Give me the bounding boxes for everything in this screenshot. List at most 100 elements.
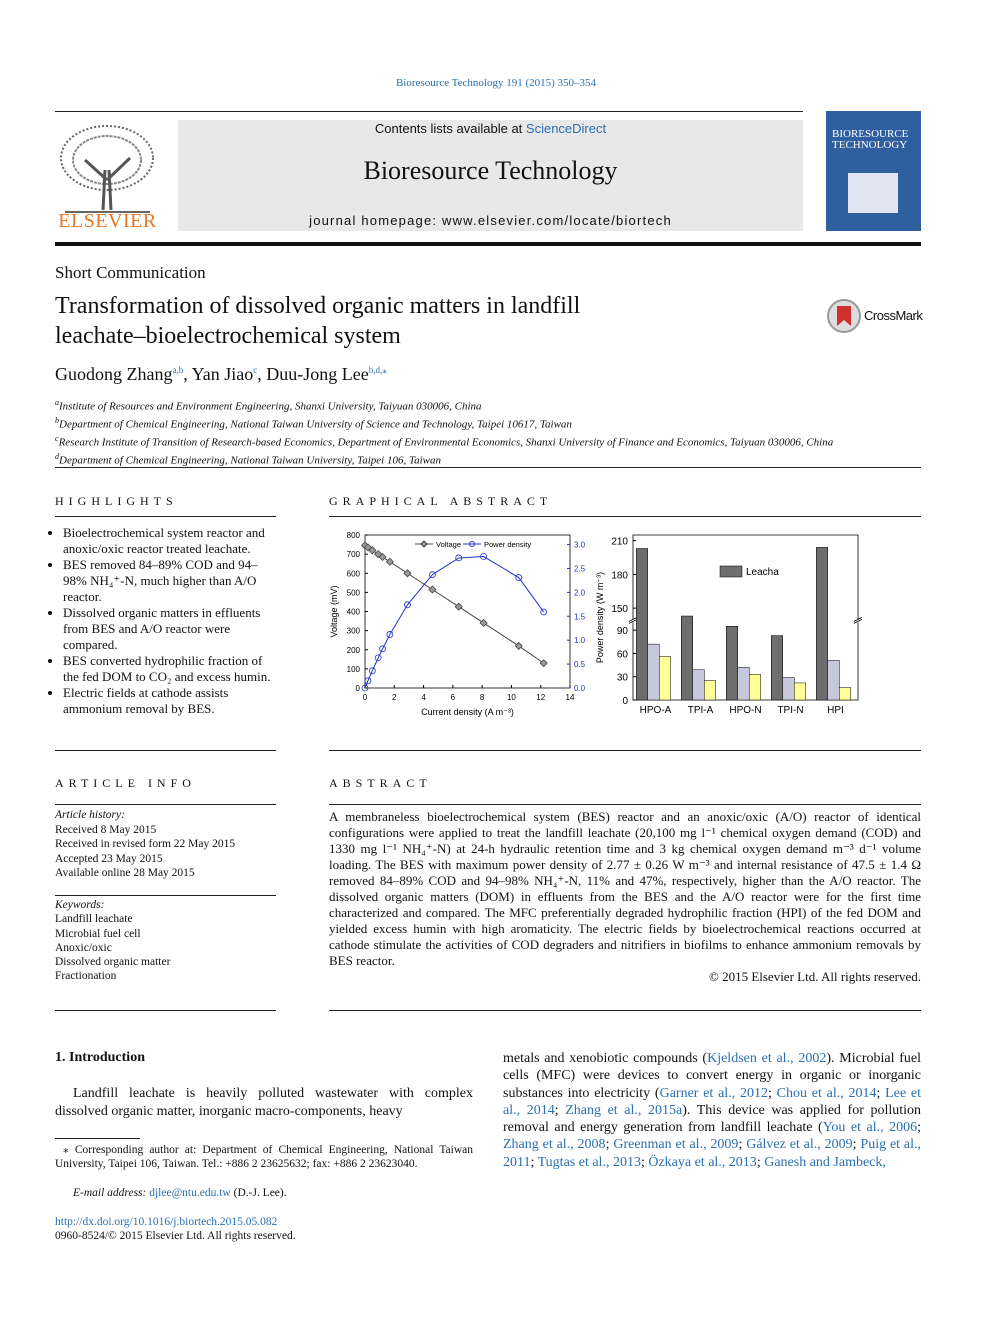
citation[interactable]: Lee et al., 2014 — [503, 1085, 922, 1118]
citation[interactable]: Kjeldsen et al., 2002 — [707, 1051, 827, 1066]
plot-frame — [364, 534, 571, 689]
legend-marker — [469, 541, 475, 547]
rule — [55, 467, 921, 468]
text: Contents lists available at — [374, 121, 526, 136]
rule — [55, 1138, 140, 1139]
affiliation: dDepartment of Chemical Engineering, Nat… — [55, 450, 921, 468]
citation[interactable]: Ganesh and Jambeck, — [764, 1154, 886, 1170]
text: ; — [554, 1102, 566, 1118]
keyword: Microbial fuel cell — [55, 927, 141, 940]
citation[interactable]: Puig et al., 2011 — [503, 1137, 922, 1170]
y-tick-label: 800 — [347, 531, 361, 540]
y-tick-label: 150 — [611, 604, 628, 615]
affiliation-mark: a — [55, 398, 59, 407]
bar — [681, 615, 693, 701]
affiliation-mark: b — [55, 416, 59, 426]
marker — [374, 654, 382, 662]
legend-swatch — [719, 565, 743, 578]
rule — [55, 111, 803, 112]
article-title: Transformation of dissolved organic matt… — [55, 293, 581, 349]
citation[interactable]: Tugtas et al., 2013 — [537, 1154, 641, 1170]
citation[interactable]: Chou et al., 2014 — [776, 1085, 877, 1101]
y-tick-label: 400 — [347, 608, 361, 617]
y2-tick-label: 2.0 — [574, 588, 586, 597]
citation[interactable]: Özkaya et al., 2013 — [648, 1154, 757, 1170]
axis-break — [853, 617, 863, 624]
journal-box: Contents lists available at ScienceDirec… — [178, 120, 803, 231]
highlight: Dissolved organic matters in effluents f… — [63, 605, 277, 653]
superscript[interactable]: b,d,⁎ — [368, 365, 387, 375]
citation[interactable]: Zhang et al., 2008 — [503, 1137, 606, 1153]
affiliation: cResearch Institute of Transition of Res… — [55, 432, 921, 450]
link[interactable]: djlee@ntu.edu.tw — [149, 1187, 231, 1199]
paragraph: Landfill leachate is heavily polluted wa… — [55, 1086, 473, 1119]
text: , Duu-Jong Lee — [257, 364, 369, 384]
rule — [55, 750, 276, 751]
marker — [385, 557, 394, 566]
text: (D.-J. Lee). — [230, 1187, 287, 1199]
citation[interactable]: You et al., 2006 — [822, 1120, 918, 1136]
rule — [329, 516, 921, 517]
x-axis-label: Current density (A m⁻³) — [421, 707, 514, 717]
text: , Yan Jiao — [183, 364, 254, 384]
highlight: BES removed 84–89% COD and 94–98% NH₄⁺-N… — [63, 557, 277, 605]
legend-marker — [420, 540, 428, 548]
bar — [704, 680, 716, 701]
rule — [55, 895, 276, 896]
affiliation-text: Department of Chemical Engineering, Nati… — [59, 455, 441, 468]
bar — [737, 667, 750, 701]
x-tick-label: 4 — [421, 693, 426, 702]
x-tick-label: 10 — [507, 693, 516, 702]
citation[interactable]: Gálvez et al., 2009 — [746, 1137, 853, 1153]
doi[interactable]: http://dx.doi.org/10.1016/j.biortech.201… — [55, 1216, 278, 1228]
bar — [827, 660, 840, 701]
abstract-text: A membraneless bioelectrochemical system… — [329, 809, 921, 968]
marker — [364, 677, 372, 685]
series-line — [364, 556, 545, 689]
y-tick-label: 0 — [356, 684, 361, 693]
superscript[interactable]: c — [253, 365, 258, 375]
publisher-logo — [60, 125, 154, 213]
marker — [428, 585, 437, 594]
citation[interactable]: Zhang et al., 2015a — [565, 1102, 683, 1118]
y2-tick-label: 1.0 — [574, 636, 586, 645]
x-tick-label: TPI-N — [777, 705, 803, 716]
section-heading: HIGHLIGHTS — [55, 494, 178, 508]
marker — [514, 641, 523, 650]
marker — [374, 550, 383, 559]
text: ). Microbial fuel cells (MFC) were devic… — [503, 1051, 921, 1101]
affiliation-text: Department of Chemical Engineering, Nati… — [59, 418, 572, 431]
graphical-abstract: 0 2 4 6 8 10 12 1401002003004005006007008000.00… — [329, 531, 863, 717]
keywords-heading: Keywords: — [55, 899, 105, 911]
section-heading: ABSTRACT — [329, 776, 432, 790]
marker — [539, 659, 548, 668]
link[interactable]: ScienceDirect — [525, 121, 607, 136]
x-tick-label: 14 — [566, 693, 575, 702]
citation[interactable]: Garner et al., 2012 — [659, 1085, 768, 1101]
x-tick-label: 6 — [451, 693, 456, 702]
y2-tick-label: 0.0 — [574, 684, 586, 693]
text: metals and xenobiotic compounds ( — [503, 1051, 708, 1066]
contents-line: Contents lists available at ScienceDirec… — [178, 121, 803, 136]
journal-name: Bioresource Technology — [363, 156, 618, 185]
y-tick-label: 30 — [617, 673, 629, 684]
superscript[interactable]: a,b — [172, 365, 184, 375]
publisher: ELSEVIER — [58, 210, 157, 232]
y-tick-label: 0 — [622, 696, 628, 707]
marker — [515, 574, 523, 581]
keyword: Fractionation — [55, 970, 117, 983]
authors: Guodong Zhanga,b, Yan Jiaoc, Duu-Jong Le… — [55, 364, 387, 385]
bar — [771, 635, 783, 701]
highlights: Bioelectrochemical system reactor and an… — [55, 525, 277, 717]
keyword: Anoxic/oxic — [55, 941, 112, 954]
section-heading: ARTICLE INFO — [55, 776, 196, 790]
homepage: journal homepage: www.elsevier.com/locat… — [309, 213, 672, 228]
crossmark-icon — [827, 299, 861, 333]
thick-rule — [55, 242, 921, 246]
affiliation-text: Research Institute of Transition of Rese… — [58, 436, 834, 449]
affiliation: bDepartment of Chemical Engineering, Nat… — [55, 414, 921, 432]
citation[interactable]: Greenman et al., 2009 — [613, 1137, 739, 1153]
crossmark[interactable]: CrossMark — [864, 308, 923, 323]
y-axis-label: Power density (W m⁻³) — [595, 572, 605, 663]
